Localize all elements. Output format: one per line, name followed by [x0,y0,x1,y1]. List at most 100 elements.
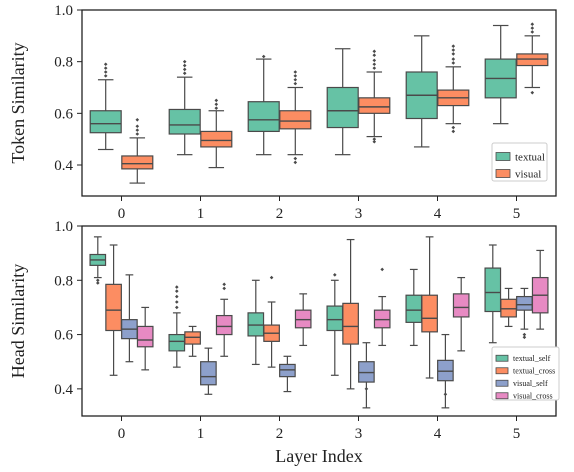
outlier-point [269,275,274,280]
legend-label: textual_cross [513,367,555,376]
box-iqr [200,130,233,148]
outlier-point [451,57,456,61]
legend-label: visual_cross [513,392,553,401]
box-visual_cross-layer-5 [531,249,549,330]
outlier-point [103,74,108,78]
x-tick-label: 1 [197,206,205,222]
legend: textual visual [491,142,548,182]
outlier-point [451,52,456,56]
outlier-point [293,74,298,78]
outlier-point [372,137,377,141]
box-visual_self-layer-3 [358,342,375,409]
box-iqr [326,305,344,332]
legend-label: visual [515,168,541,180]
outlier-point [530,90,535,95]
box-textual-layer-2 [247,54,280,156]
outlier-point [222,282,226,287]
box-textual_cross-layer-5 [500,287,517,328]
box-textual_self-layer-2 [247,279,265,366]
box-textual-layer-3 [326,48,359,156]
box-visual-layer-2 [279,70,312,165]
box-textual_self-layer-3 [326,273,344,376]
outlier-point [451,129,456,134]
box-textual-layer-5 [484,24,517,125]
outlier-point [372,49,377,54]
box-textual_cross-layer-2 [263,275,280,368]
x-tick-label: 0 [118,426,126,442]
outlier-point [451,48,456,52]
box-iqr [200,361,217,386]
outlier-point [222,286,226,291]
box-textual_cross-layer-0 [105,244,122,376]
outlier-point [372,139,377,144]
box-iqr [89,110,122,134]
legend: textual_self textual_cross visual_selfvisu… [491,346,560,401]
y-tick-label: 0.4 [54,382,73,398]
legend-swatch [495,392,509,400]
outlier-point [522,332,527,337]
y-tick-label: 0.6 [54,106,73,122]
outlier-point [293,70,298,74]
box-visual_cross-layer-1 [215,282,233,357]
legend-label: textual [515,151,545,163]
box-textual_self-layer-1 [168,285,186,368]
y-tick-label: 1.0 [54,3,73,19]
plot-frame [81,9,557,197]
box-iqr [247,101,280,133]
y-axis-label: Head Similarity [8,264,28,378]
box-iqr [484,267,502,313]
legend-swatch [495,169,511,178]
x-axis-label: Layer Index [275,446,362,466]
box-visual-layer-0 [121,117,154,184]
outlier-point [175,294,179,299]
box-iqr [136,325,154,348]
token-similarity-panel: 0.4 0.6 0.8 1.0 0 1 2 3 4 5 Token Similarity textua… [8,3,557,222]
outlier-point [530,22,535,27]
box-iqr [421,294,438,333]
box-iqr [121,155,154,170]
box-textual_self-layer-5 [484,244,502,344]
y-tick-label: 0.8 [54,273,73,289]
box-visual_cross-layer-3 [373,267,391,347]
box-textual-layer-1 [168,59,201,156]
outlier-point [175,289,179,293]
y-axis-label: Token Similarity [8,42,28,163]
outlier-point [333,273,337,277]
outlier-point [182,59,187,64]
box-iqr [168,333,186,352]
x-tick-label: 4 [434,426,442,442]
outlier-point [96,281,100,285]
outlier-point [522,335,527,340]
outlier-point [96,278,100,283]
outlier-point [293,77,298,82]
outlier-point [364,387,369,391]
y-tick-label: 0.6 [54,328,73,344]
outlier-point [175,285,179,289]
legend-swatch [495,367,509,375]
box-iqr [279,110,312,130]
box-iqr [405,294,423,323]
box-visual_cross-layer-2 [294,293,312,347]
legend-frame [491,346,560,401]
x-tick-label: 2 [276,206,284,222]
y-tick-label: 1.0 [54,219,73,235]
legend-label: visual_self [513,379,548,388]
outlier-point [293,160,298,165]
box-visual_cross-layer-4 [452,276,470,352]
x-tick-label: 5 [513,206,521,222]
outlier-point [443,392,448,397]
box-textual_self-layer-0 [89,236,107,285]
outlier-point [214,102,219,107]
outlier-point [182,71,187,76]
outlier-point [530,26,535,30]
outlier-point [293,81,298,86]
box-visual_self-layer-4 [437,333,454,409]
outlier-point [380,267,384,272]
box-visual-layer-3 [358,49,391,144]
box-textual-layer-0 [89,62,122,151]
legend-label: textual_self [513,354,551,363]
x-tick-label: 5 [513,426,521,442]
x-tick-label: 2 [276,426,284,442]
legend-swatch [495,354,509,362]
outlier-point [214,106,219,110]
